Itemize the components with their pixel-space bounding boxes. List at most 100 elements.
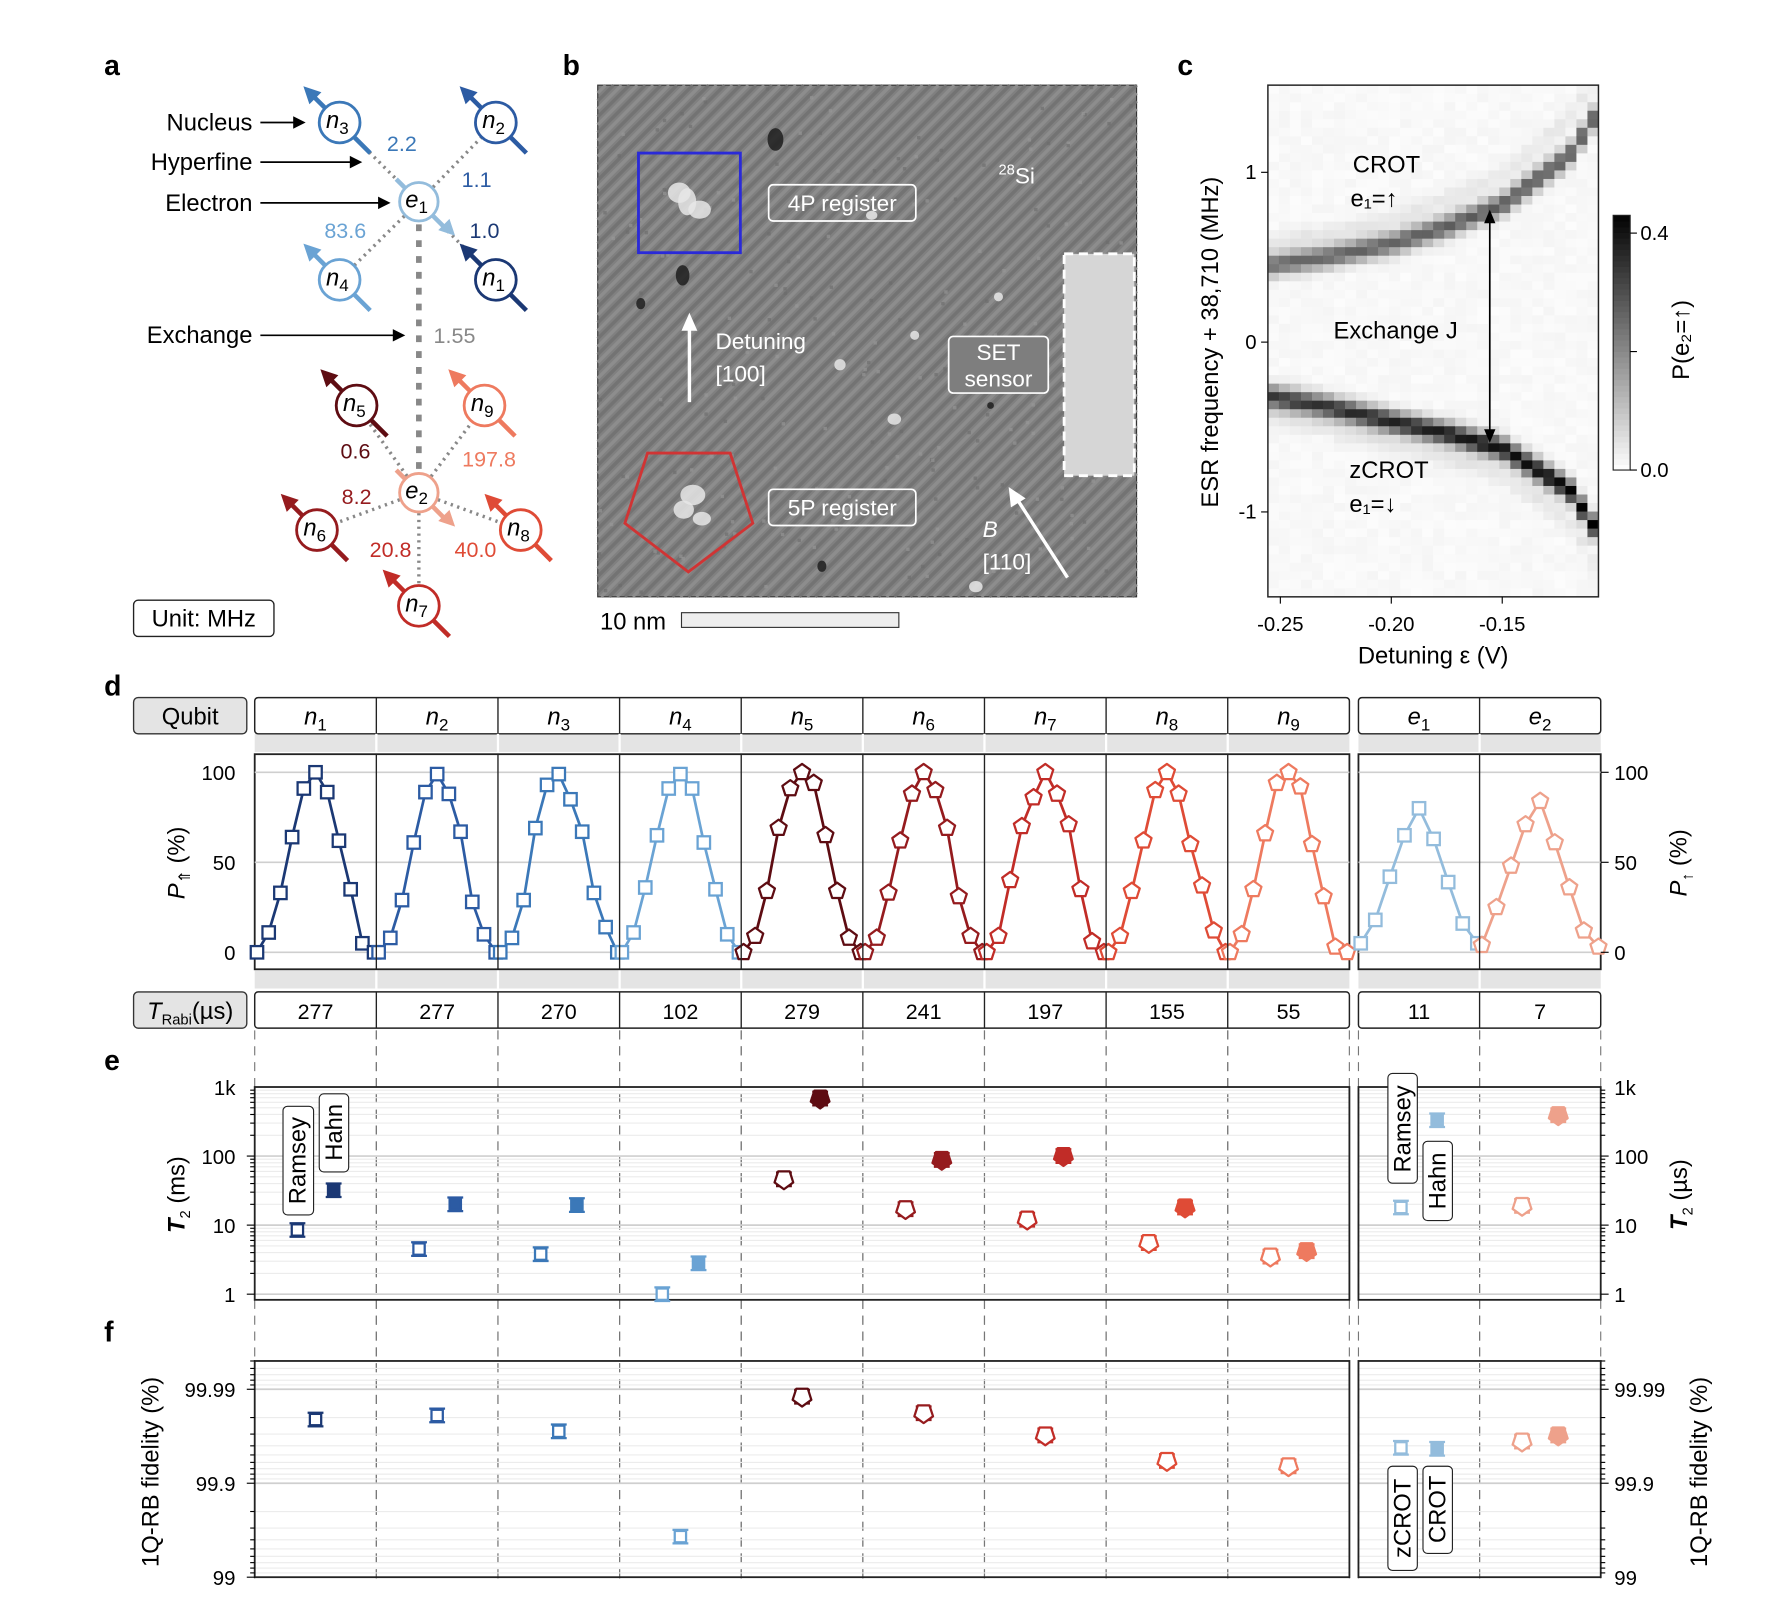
heatmap-cell [1455, 204, 1467, 214]
heatmap-cell [1422, 443, 1434, 453]
heatmap-cell [1411, 537, 1423, 547]
heatmap-cell [1422, 289, 1434, 299]
heatmap-cell [1411, 400, 1423, 410]
stm-noise-speck [1060, 486, 1065, 490]
t2-points-n2 [411, 1196, 464, 1257]
rabi-data-point [406, 835, 422, 850]
heatmap-cell [1444, 255, 1456, 265]
heatmap-cell [1278, 426, 1291, 436]
heatmap-cell [1378, 213, 1390, 223]
heatmap-cell [1278, 392, 1291, 402]
heatmap-cell [1400, 400, 1412, 410]
heatmap-cell [1334, 264, 1346, 274]
heatmap-cell [1400, 110, 1412, 120]
heatmap-cell [1300, 417, 1313, 427]
heatmap-cell [1466, 366, 1478, 376]
heatmap-cell [1488, 503, 1500, 512]
heatmap-cell [1543, 579, 1555, 589]
heatmap-cell [1400, 451, 1412, 461]
heatmap-cell [1466, 588, 1478, 598]
heatmap-cell [1356, 178, 1368, 188]
heatmap-cell [1345, 520, 1357, 530]
rabi-data-point [696, 835, 712, 850]
heatmap-cell [1444, 375, 1456, 385]
heatmap-cell [1322, 443, 1335, 453]
stm-noise-speck [1082, 520, 1087, 524]
heatmap-cell [1532, 306, 1544, 316]
stm-noise-speck [834, 527, 838, 531]
heatmap-cell [1367, 443, 1379, 453]
heatmap-cell [1499, 161, 1511, 171]
heatmap-cell [1278, 221, 1291, 231]
heatmap-cell [1488, 358, 1500, 368]
heatmap-cell [1455, 127, 1467, 137]
ramsey-t2-point [655, 1287, 670, 1301]
stm-noise-speck [1034, 207, 1038, 212]
heatmap-cell [1477, 426, 1489, 436]
heatmap-cell [1278, 503, 1291, 512]
heatmap-cell [1278, 161, 1291, 171]
heatmap-cell [1422, 366, 1434, 376]
heatmap-cell [1334, 392, 1346, 402]
heatmap-cell [1289, 417, 1302, 427]
rabi-data-point [1382, 869, 1398, 885]
heatmap-cell [1334, 196, 1346, 205]
nucleus-n8: n8 [484, 493, 553, 563]
annotation-arrow-head [349, 155, 363, 169]
heatmap-cell [1466, 562, 1478, 572]
heatmap-cell [1422, 127, 1434, 137]
stm-noise-speck [965, 538, 969, 542]
heatmap-cell [1411, 571, 1423, 581]
heatmap-cell [1543, 588, 1555, 598]
heatmap-cell [1466, 554, 1478, 564]
heatmap-cell [1422, 511, 1434, 521]
rabi-data-point [1314, 886, 1333, 905]
stm-noise-speck [656, 551, 661, 555]
e-right-y-sub: 2 [1680, 1207, 1696, 1215]
stm-noise-speck [680, 112, 684, 116]
heatmap-cell [1510, 554, 1522, 564]
heatmap-cell [1565, 511, 1577, 521]
heatmap-cell [1521, 306, 1533, 316]
heatmap-cell [1422, 562, 1434, 572]
heatmap-cell [1499, 443, 1511, 453]
heatmap-cell [1444, 545, 1456, 555]
rabi-data-point [949, 886, 968, 905]
heatmap-cell [1477, 434, 1489, 444]
heatmap-cell [1411, 153, 1423, 163]
heatmap-cell [1510, 102, 1522, 112]
rabi-data-point [1169, 784, 1188, 802]
heatmap-cell [1444, 281, 1456, 291]
heatmap-cell [1466, 409, 1478, 419]
heatmap-cell [1532, 571, 1544, 581]
heatmap-cell [1433, 102, 1445, 112]
heatmap-cell [1488, 460, 1500, 470]
rabi-data-point [781, 778, 800, 797]
stm-noise-speck [775, 354, 779, 359]
heatmap-cell [1488, 230, 1500, 240]
heatmap-cell [1543, 264, 1555, 274]
rabi-time-value: 7 [1534, 1000, 1546, 1024]
heatmap-cell [1444, 187, 1456, 197]
ramsey-t2-point [1394, 1200, 1408, 1215]
heatmap-cell [1455, 196, 1467, 205]
heatmap-cell [1300, 520, 1313, 530]
colorbar-segment [1613, 294, 1631, 301]
heatmap-cell [1422, 187, 1434, 197]
heatmap-cell [1477, 315, 1489, 325]
stm-noise-speck [870, 440, 875, 444]
heatmap-cell [1532, 230, 1544, 240]
atomic-row-stripe [1004, 464, 1138, 599]
rabi-data-point [1516, 814, 1535, 833]
heatmap-cell [1311, 571, 1324, 581]
heatmap-cell [1433, 520, 1445, 530]
heatmap-cell [1433, 136, 1445, 146]
heatmap-cell [1378, 588, 1390, 598]
heatmap-cell [1411, 281, 1423, 291]
atomic-row-stripe [1099, 559, 1138, 599]
heatmap-cell [1444, 366, 1456, 376]
rabi-data-point [977, 942, 996, 961]
stm-noise-speck [1000, 483, 1004, 487]
heatmap-cell [1322, 375, 1335, 385]
rabi-data-point [1574, 921, 1594, 939]
